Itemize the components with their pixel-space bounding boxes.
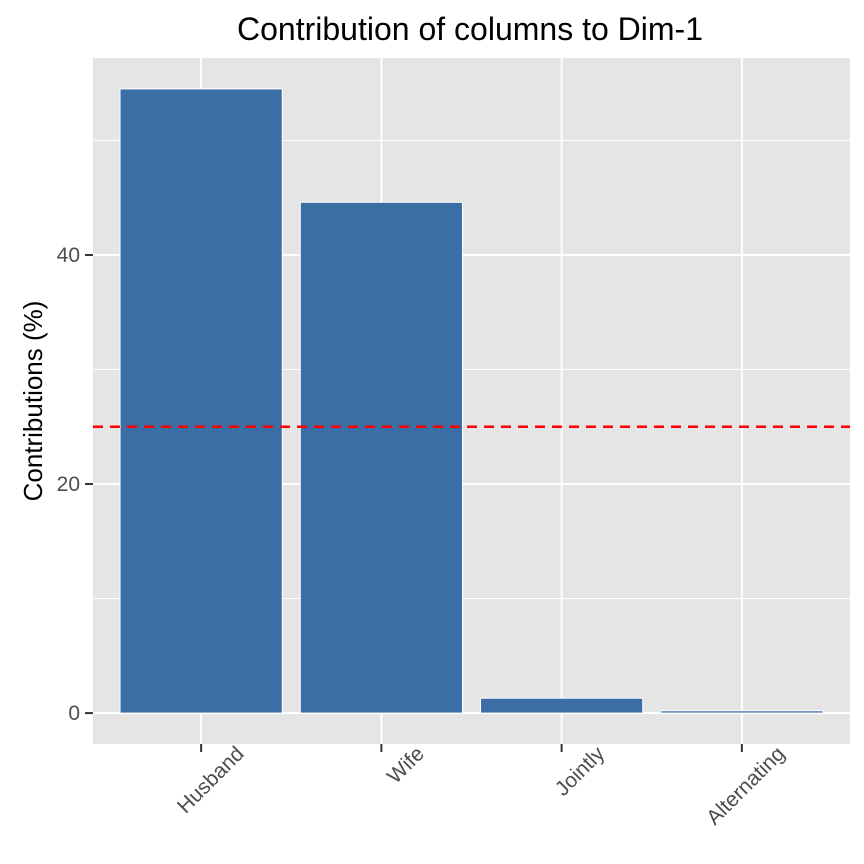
- bar-wife: [299, 201, 463, 714]
- x-axis: Husband Wife Jointly Alternating: [173, 742, 789, 830]
- bar-husband: [119, 88, 283, 714]
- x-tick-label: Alternating: [702, 742, 789, 829]
- x-tick-label: Wife: [383, 742, 429, 788]
- bars-group: [119, 88, 824, 714]
- x-tick-label: Husband: [173, 742, 249, 818]
- y-tick-label: 40: [57, 244, 80, 267]
- y-tick-label: 20: [57, 473, 80, 496]
- bar-alternating: [660, 710, 824, 714]
- x-tick-label: Jointly: [551, 742, 610, 801]
- y-tick-label: 0: [68, 702, 80, 725]
- bar-jointly: [480, 697, 644, 714]
- chart-title: Contribution of columns to Dim-1: [237, 11, 703, 47]
- y-axis: 0 20 40: [57, 244, 93, 725]
- y-axis-title: Contributions (%): [18, 301, 48, 502]
